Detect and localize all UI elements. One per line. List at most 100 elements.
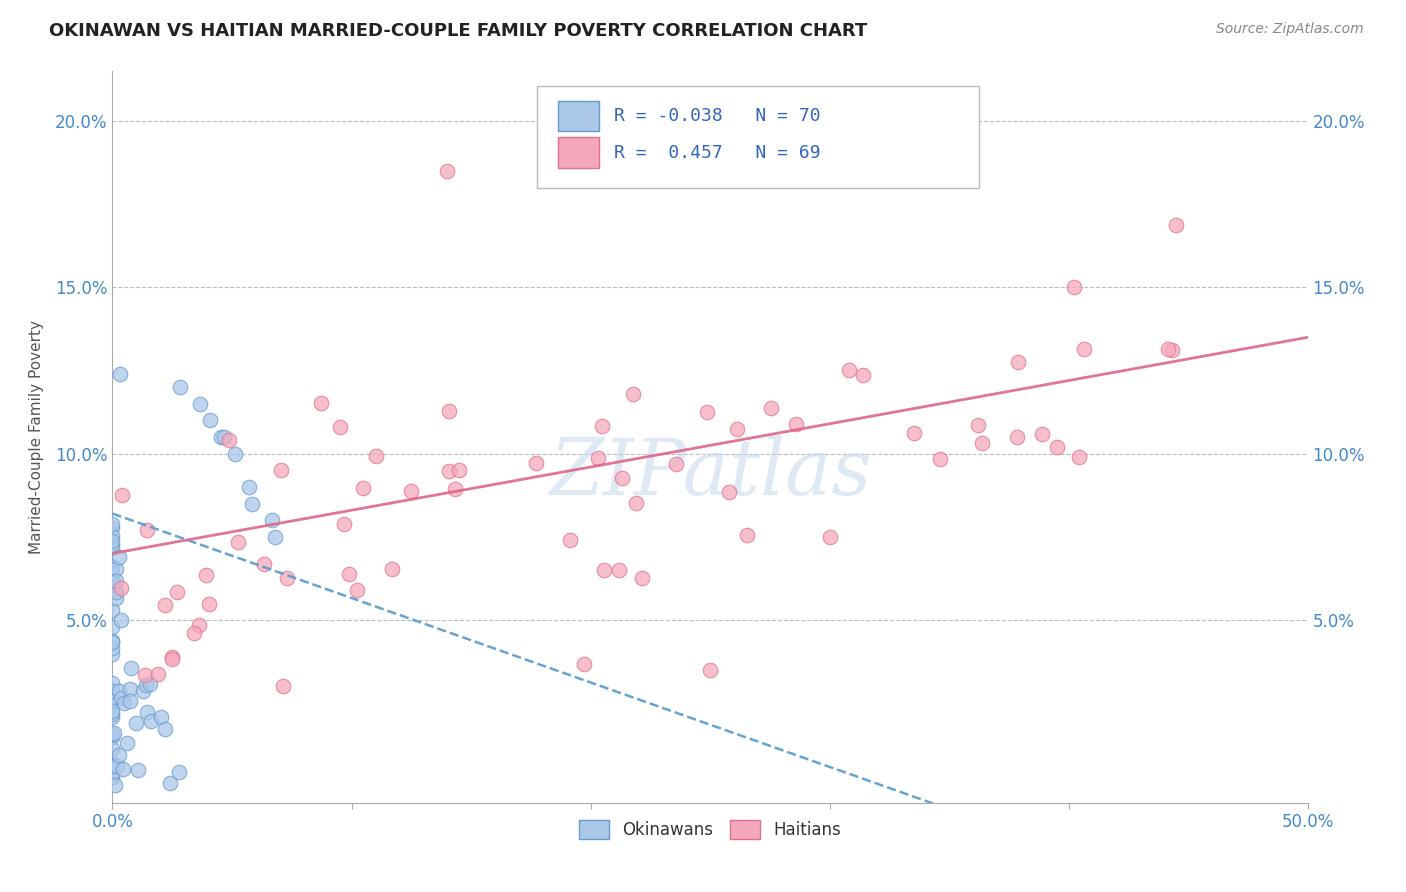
Point	[188, 397, 211, 411]
Point	[194, 567, 217, 582]
Point	[218, 433, 240, 447]
Point	[118, 694, 141, 708]
Point	[101, 640, 124, 655]
Point	[101, 566, 124, 580]
Point	[153, 723, 176, 737]
Point	[972, 436, 994, 450]
Point	[104, 562, 127, 576]
Point	[104, 591, 127, 606]
Point	[160, 652, 183, 666]
Point	[621, 386, 644, 401]
Point	[238, 480, 260, 494]
Point	[101, 756, 124, 770]
Point	[139, 676, 162, 690]
Point	[101, 705, 124, 719]
Point	[125, 716, 148, 731]
Point	[183, 625, 205, 640]
Point	[696, 405, 718, 419]
Point	[381, 561, 404, 575]
Point	[101, 770, 124, 784]
Point	[101, 603, 124, 617]
Point	[101, 558, 124, 573]
Point	[101, 675, 124, 690]
Point	[401, 484, 423, 499]
Point	[101, 684, 124, 698]
Point	[112, 762, 135, 776]
Point	[166, 585, 188, 599]
Point	[101, 537, 124, 551]
Point	[271, 680, 294, 694]
Point	[346, 582, 368, 597]
Point	[838, 363, 860, 377]
Point	[108, 748, 131, 763]
Point	[607, 563, 630, 577]
Point	[101, 706, 124, 721]
Point	[101, 741, 124, 756]
FancyBboxPatch shape	[537, 86, 979, 188]
Point	[852, 368, 875, 382]
Point	[103, 726, 125, 740]
Point	[110, 614, 132, 628]
Point	[439, 404, 461, 418]
Point	[134, 668, 156, 682]
Point	[101, 516, 124, 531]
Point	[198, 413, 221, 427]
Point	[118, 682, 141, 697]
Point	[105, 574, 128, 588]
Point	[725, 421, 748, 435]
Text: ZIPatlas: ZIPatlas	[548, 435, 872, 512]
Point	[717, 485, 740, 500]
Point	[112, 697, 135, 711]
Point	[439, 463, 461, 477]
Point	[224, 447, 246, 461]
Point	[612, 470, 634, 484]
Point	[132, 684, 155, 698]
Point	[699, 663, 721, 677]
Point	[1157, 342, 1180, 356]
Point	[127, 764, 149, 778]
Point	[1161, 343, 1184, 357]
Point	[1031, 427, 1053, 442]
Point	[1164, 219, 1187, 233]
Point	[263, 530, 285, 544]
Point	[558, 533, 581, 548]
Point	[352, 481, 374, 495]
Point	[436, 164, 458, 178]
Point	[101, 521, 124, 535]
Point	[110, 581, 132, 595]
Point	[364, 449, 387, 463]
Point	[101, 648, 124, 662]
Point	[101, 710, 124, 724]
Point	[591, 419, 613, 434]
Point	[101, 759, 124, 773]
Point	[333, 516, 356, 531]
Point	[101, 541, 124, 556]
Point	[149, 709, 172, 723]
Text: OKINAWAN VS HAITIAN MARRIED-COUPLE FAMILY POVERTY CORRELATION CHART: OKINAWAN VS HAITIAN MARRIED-COUPLE FAMIL…	[49, 22, 868, 40]
Point	[105, 585, 128, 599]
Point	[110, 488, 132, 502]
Point	[586, 450, 609, 465]
Point	[120, 661, 142, 675]
Point	[443, 483, 465, 497]
Point	[101, 620, 124, 634]
Point	[101, 635, 124, 649]
Text: R = -0.038   N = 70: R = -0.038 N = 70	[614, 107, 821, 125]
Point	[449, 463, 471, 477]
Point	[785, 417, 807, 431]
Point	[135, 678, 157, 692]
Point	[276, 571, 298, 585]
Point	[101, 574, 124, 588]
Point	[1073, 342, 1095, 356]
Point	[139, 714, 162, 728]
Point	[105, 759, 128, 773]
Point	[153, 598, 176, 612]
Point	[1046, 440, 1069, 454]
Point	[270, 463, 292, 477]
Point	[967, 418, 990, 433]
Point	[209, 430, 232, 444]
Point	[108, 367, 131, 381]
Legend: Okinawans, Haitians: Okinawans, Haitians	[572, 814, 848, 846]
Point	[818, 530, 841, 544]
Point	[665, 458, 688, 472]
